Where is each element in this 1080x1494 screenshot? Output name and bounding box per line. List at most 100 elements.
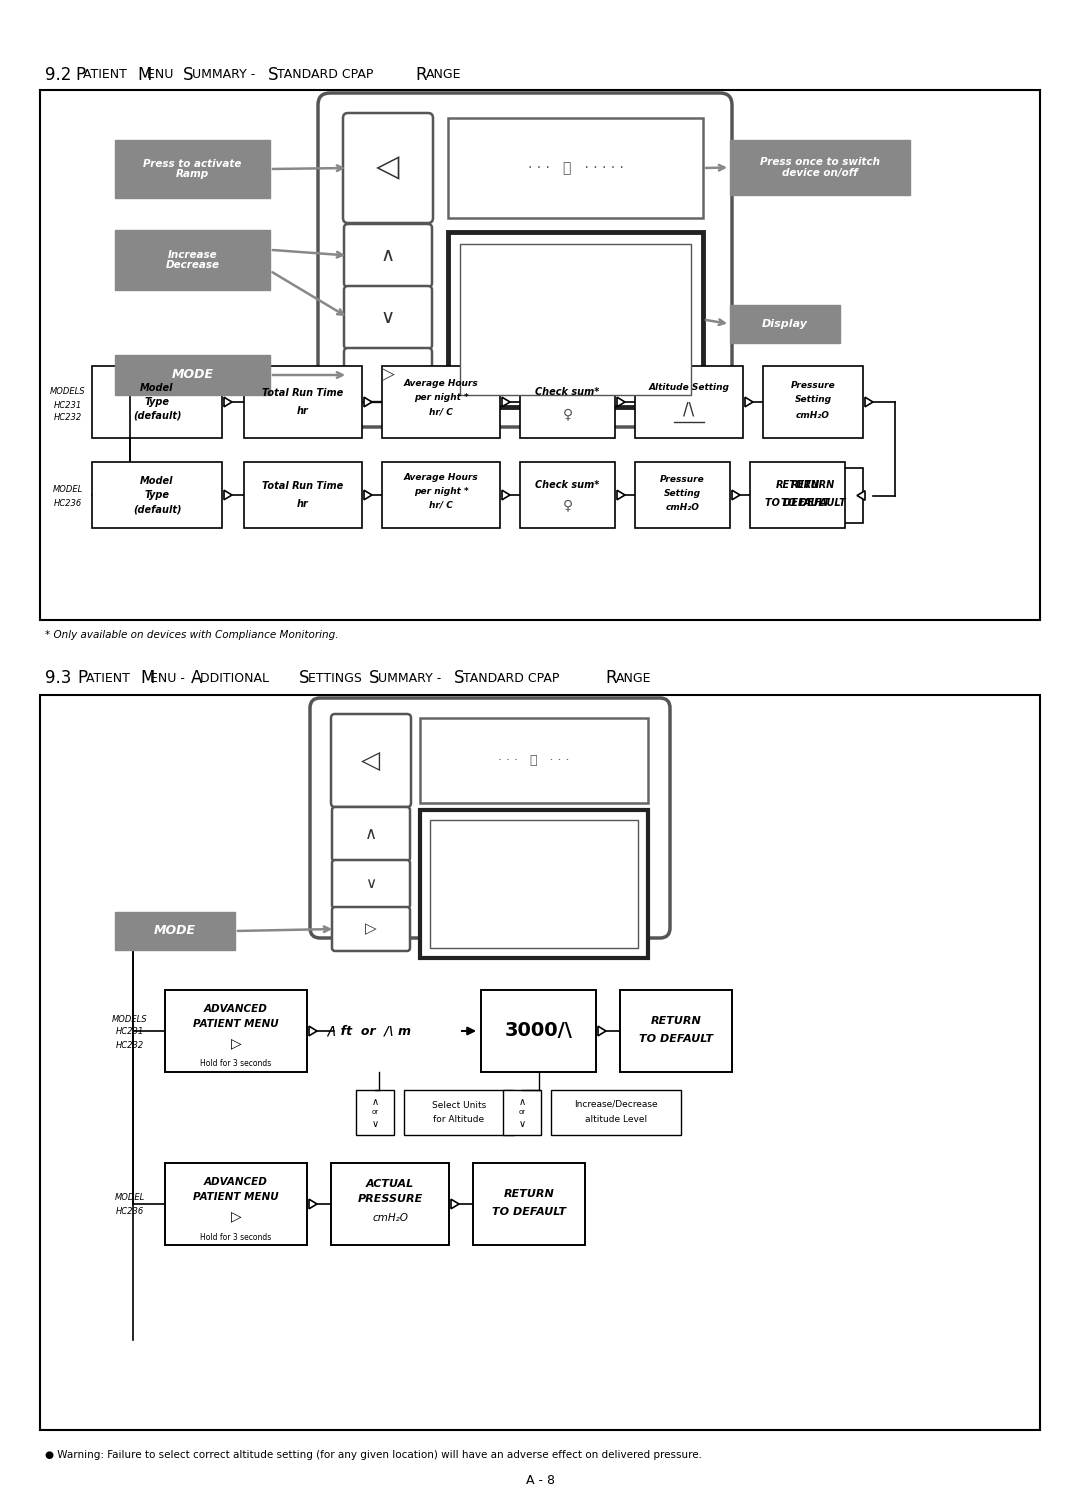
Text: M: M bbox=[140, 669, 154, 687]
Text: ▷: ▷ bbox=[381, 366, 394, 384]
Text: * Only available on devices with Compliance Monitoring.: * Only available on devices with Complia… bbox=[45, 630, 338, 639]
Bar bbox=[92, 462, 222, 527]
Bar bbox=[356, 1091, 394, 1135]
Polygon shape bbox=[364, 397, 372, 406]
Text: ▷: ▷ bbox=[231, 1209, 241, 1224]
Text: ENU: ENU bbox=[147, 69, 177, 82]
Text: Increase: Increase bbox=[167, 249, 217, 260]
Text: Model: Model bbox=[140, 477, 174, 486]
Polygon shape bbox=[502, 490, 510, 500]
Text: A: A bbox=[191, 669, 202, 687]
Text: MODELS: MODELS bbox=[50, 387, 85, 396]
Text: PATIENT MENU: PATIENT MENU bbox=[193, 1019, 279, 1029]
Text: R: R bbox=[605, 669, 617, 687]
Text: ♀: ♀ bbox=[563, 498, 572, 512]
Bar bbox=[730, 305, 840, 344]
Bar bbox=[551, 1091, 681, 1135]
Bar bbox=[762, 366, 863, 438]
Text: Check sum*: Check sum* bbox=[536, 480, 599, 490]
Bar bbox=[430, 820, 638, 949]
Text: MODELS: MODELS bbox=[112, 1014, 148, 1023]
Bar bbox=[244, 462, 362, 527]
Bar bbox=[448, 118, 703, 218]
Text: cmH₂O: cmH₂O bbox=[796, 411, 829, 420]
Text: ∨: ∨ bbox=[365, 877, 377, 892]
Text: Hold for 3 seconds: Hold for 3 seconds bbox=[201, 1233, 272, 1242]
Bar bbox=[420, 810, 648, 958]
Text: TO DEFAULT: TO DEFAULT bbox=[781, 499, 846, 508]
Bar bbox=[114, 911, 235, 950]
Text: P: P bbox=[75, 66, 85, 84]
Text: ∧: ∧ bbox=[372, 1097, 379, 1107]
Text: (default): (default) bbox=[133, 411, 181, 421]
Text: ● Warning: Failure to select correct altitude setting (for any given location) w: ● Warning: Failure to select correct alt… bbox=[45, 1451, 702, 1460]
Text: Select Units: Select Units bbox=[432, 1101, 486, 1110]
Text: PATIENT MENU: PATIENT MENU bbox=[193, 1192, 279, 1203]
Polygon shape bbox=[224, 397, 232, 406]
Text: Average Hours: Average Hours bbox=[404, 472, 478, 481]
Text: Press once to switch: Press once to switch bbox=[760, 157, 880, 167]
Bar bbox=[620, 991, 732, 1073]
Text: RETURN: RETURN bbox=[775, 480, 820, 490]
Text: TANDARD CPAP: TANDARD CPAP bbox=[276, 69, 377, 82]
Bar bbox=[330, 1162, 449, 1245]
Polygon shape bbox=[224, 490, 232, 500]
Text: Total Run Time: Total Run Time bbox=[262, 388, 343, 397]
Text: per night *: per night * bbox=[414, 393, 469, 402]
Text: M: M bbox=[137, 66, 151, 84]
Polygon shape bbox=[745, 397, 753, 406]
Bar bbox=[481, 991, 596, 1073]
Text: Setting: Setting bbox=[795, 394, 832, 403]
Text: · · ·   ⏻   · · ·: · · · ⏻ · · · bbox=[498, 754, 570, 766]
Text: ∨: ∨ bbox=[372, 1119, 379, 1129]
FancyBboxPatch shape bbox=[332, 861, 410, 908]
Text: hr/ C: hr/ C bbox=[429, 500, 453, 509]
Text: cmH₂O: cmH₂O bbox=[665, 503, 700, 512]
Text: ∧: ∧ bbox=[518, 1097, 526, 1107]
Text: R: R bbox=[415, 66, 427, 84]
Polygon shape bbox=[617, 490, 625, 500]
Text: ANGE: ANGE bbox=[616, 671, 651, 684]
Text: Increase/Decrease: Increase/Decrease bbox=[575, 1100, 658, 1109]
Text: Display: Display bbox=[762, 320, 808, 329]
Text: 9.3: 9.3 bbox=[45, 669, 77, 687]
Text: ∨: ∨ bbox=[381, 308, 395, 327]
Text: S: S bbox=[299, 669, 310, 687]
FancyBboxPatch shape bbox=[345, 348, 432, 402]
Bar bbox=[382, 462, 500, 527]
Text: MODEL: MODEL bbox=[114, 1194, 145, 1203]
FancyBboxPatch shape bbox=[343, 114, 433, 223]
Polygon shape bbox=[451, 1200, 459, 1209]
Polygon shape bbox=[502, 397, 510, 406]
Text: ◁: ◁ bbox=[362, 748, 380, 772]
Text: TO DEFAULT: TO DEFAULT bbox=[491, 1207, 566, 1218]
Text: TO DEFAULT: TO DEFAULT bbox=[766, 498, 829, 508]
Bar bbox=[165, 1162, 307, 1245]
Text: MODE: MODE bbox=[154, 925, 195, 938]
Polygon shape bbox=[364, 490, 372, 500]
Text: HC236: HC236 bbox=[116, 1207, 144, 1216]
Text: HC232: HC232 bbox=[54, 414, 82, 423]
Bar bbox=[40, 90, 1040, 620]
Text: Check sum*: Check sum* bbox=[536, 387, 599, 397]
Text: ◁: ◁ bbox=[376, 154, 400, 182]
Text: hr: hr bbox=[297, 406, 309, 415]
Text: Altitude Setting: Altitude Setting bbox=[648, 382, 729, 391]
FancyBboxPatch shape bbox=[310, 698, 670, 938]
Text: A - 8: A - 8 bbox=[526, 1473, 554, 1487]
Text: TANDARD CPAP: TANDARD CPAP bbox=[463, 671, 564, 684]
Bar bbox=[165, 991, 307, 1073]
Text: ENU -: ENU - bbox=[150, 671, 189, 684]
Bar bbox=[420, 719, 648, 802]
Text: ∧: ∧ bbox=[365, 825, 377, 843]
FancyBboxPatch shape bbox=[345, 285, 432, 350]
Polygon shape bbox=[865, 397, 873, 406]
Text: HC231: HC231 bbox=[54, 400, 82, 409]
FancyBboxPatch shape bbox=[345, 224, 432, 287]
Text: ♀: ♀ bbox=[563, 406, 572, 421]
Text: HC232: HC232 bbox=[116, 1040, 144, 1049]
Text: Pressure: Pressure bbox=[660, 475, 705, 484]
Text: Total Run Time: Total Run Time bbox=[262, 481, 343, 492]
Text: S: S bbox=[183, 66, 193, 84]
Text: device on/off: device on/off bbox=[782, 167, 858, 178]
